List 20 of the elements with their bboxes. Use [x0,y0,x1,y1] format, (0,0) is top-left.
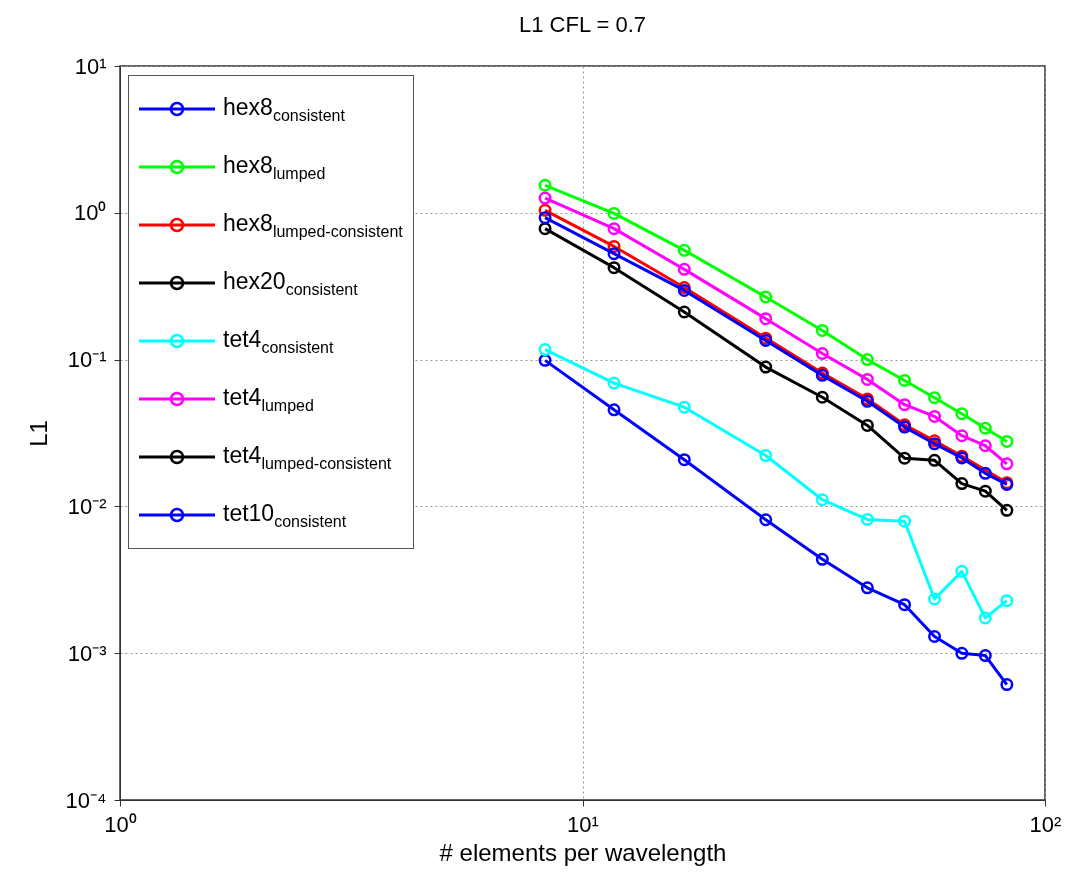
legend-label: tet4$_{consistent}$ [223,325,334,357]
x-tick-label: 10⁰ [104,811,137,837]
legend-label: hex8$_{lumped-consistent}$ [223,209,403,241]
x-axis-title: # elements per wavelength [439,838,727,866]
y-tick-label: 10⁰ [74,200,107,226]
y-tick-label: 10⁻¹ [67,347,107,373]
y-tick-label: 10¹ [74,53,107,79]
legend-label: tet4$_{lumped-consistent}$ [223,441,392,473]
legend-label: tet4$_{lumped}$ [223,383,314,415]
x-tick-label: 10² [1029,811,1062,837]
x-tick-label: 10¹ [567,811,599,837]
y-axis-title: L1 [24,420,52,447]
legend-label: tet10$_{consistent}$ [223,499,347,531]
y-tick-label: 10⁻³ [67,640,107,666]
legend-label: hex8$_{lumped}$ [223,151,326,183]
chart-title: L1 CFL = 0.7 [519,12,646,37]
legend-label: hex20$_{consistent}$ [223,267,358,299]
legend-label: hex8$_{consistent}$ [223,93,345,125]
y-tick-label: 10⁻⁴ [65,787,107,813]
y-tick-label: 10⁻² [67,493,107,519]
